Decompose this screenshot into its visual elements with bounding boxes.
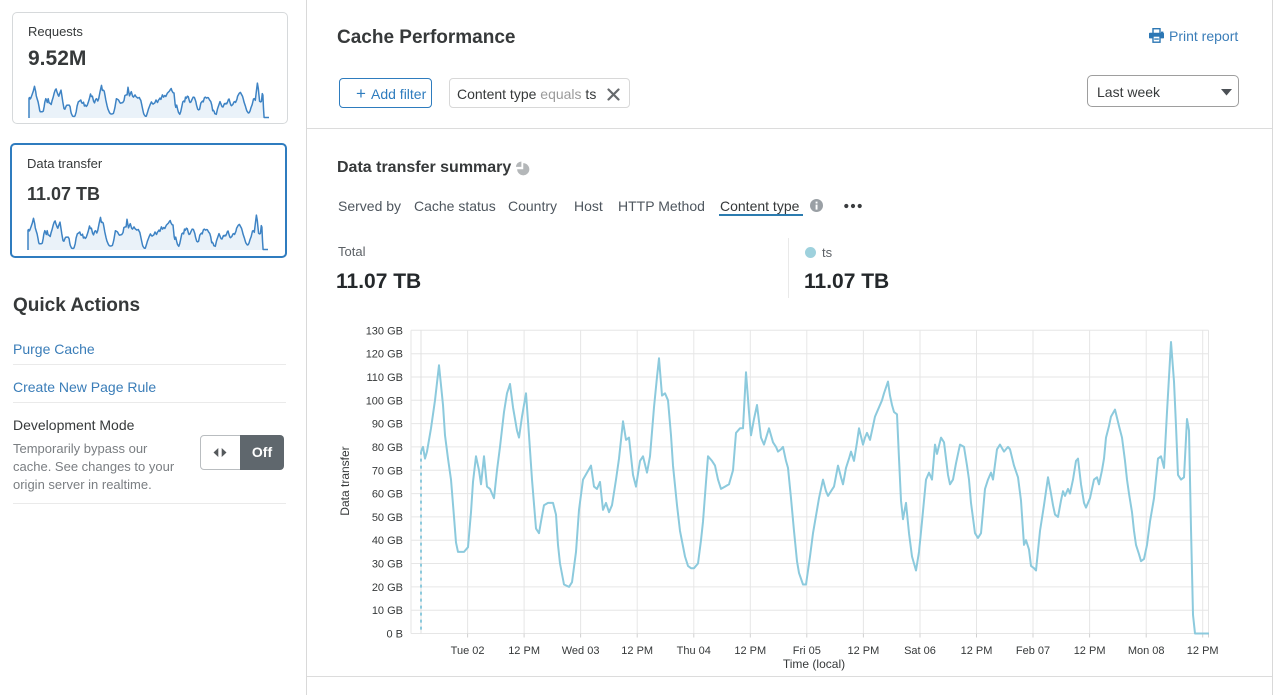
svg-text:120 GB: 120 GB bbox=[366, 349, 403, 361]
svg-text:60 GB: 60 GB bbox=[372, 489, 403, 501]
svg-text:40 GB: 40 GB bbox=[372, 535, 403, 547]
svg-text:110 GB: 110 GB bbox=[367, 372, 404, 384]
svg-text:12 PM: 12 PM bbox=[508, 645, 540, 657]
svg-text:Feb 07: Feb 07 bbox=[1016, 645, 1050, 657]
svg-text:70 GB: 70 GB bbox=[372, 465, 403, 477]
svg-text:90 GB: 90 GB bbox=[372, 419, 403, 431]
svg-text:Thu 04: Thu 04 bbox=[677, 645, 711, 657]
svg-text:12 PM: 12 PM bbox=[1187, 645, 1219, 657]
svg-text:Fri 05: Fri 05 bbox=[793, 645, 821, 657]
svg-text:80 GB: 80 GB bbox=[372, 442, 403, 454]
svg-text:12 PM: 12 PM bbox=[961, 645, 993, 657]
svg-text:Tue 02: Tue 02 bbox=[451, 645, 485, 657]
svg-text:Wed 03: Wed 03 bbox=[562, 645, 600, 657]
svg-text:50 GB: 50 GB bbox=[372, 512, 403, 524]
svg-text:12 PM: 12 PM bbox=[621, 645, 653, 657]
svg-text:130 GB: 130 GB bbox=[366, 325, 403, 337]
svg-text:30 GB: 30 GB bbox=[372, 559, 403, 571]
svg-text:20 GB: 20 GB bbox=[372, 582, 403, 594]
svg-text:12 PM: 12 PM bbox=[1074, 645, 1106, 657]
svg-text:12 PM: 12 PM bbox=[734, 645, 766, 657]
svg-text:Data transfer: Data transfer bbox=[338, 446, 352, 515]
svg-text:Sat 06: Sat 06 bbox=[904, 645, 936, 657]
svg-text:Time (local): Time (local) bbox=[783, 657, 845, 671]
svg-text:10 GB: 10 GB bbox=[372, 605, 403, 617]
svg-text:Mon 08: Mon 08 bbox=[1128, 645, 1165, 657]
svg-text:12 PM: 12 PM bbox=[848, 645, 880, 657]
svg-text:100 GB: 100 GB bbox=[366, 395, 403, 407]
svg-text:0 B: 0 B bbox=[386, 629, 403, 641]
